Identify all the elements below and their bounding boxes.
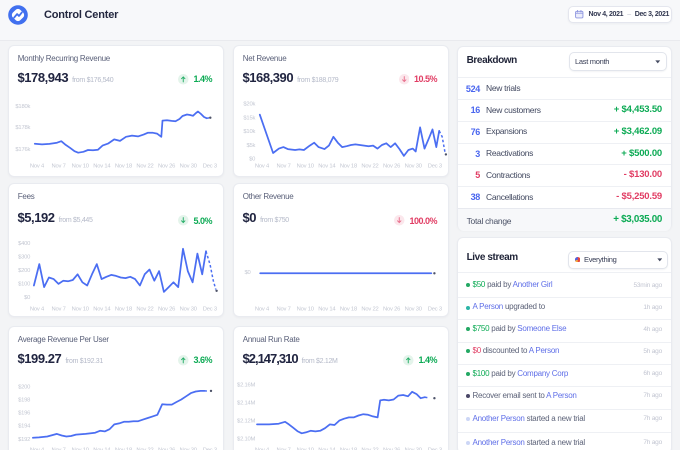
svg-text:Nov 4: Nov 4: [255, 447, 270, 450]
svg-text:Nov 30: Nov 30: [180, 447, 197, 450]
svg-text:Nov 14: Nov 14: [318, 163, 336, 169]
svg-text:$100: $100: [18, 282, 30, 288]
svg-text:Nov 14: Nov 14: [93, 306, 111, 312]
svg-text:Nov 26: Nov 26: [158, 447, 175, 450]
svg-text:Nov 18: Nov 18: [115, 447, 132, 450]
svg-text:Nov 26: Nov 26: [383, 306, 400, 312]
svg-text:Nov 4: Nov 4: [30, 163, 45, 169]
svg-text:$200: $200: [18, 384, 30, 390]
svg-text:Nov 14: Nov 14: [318, 306, 336, 312]
svg-text:Nov 7: Nov 7: [277, 306, 291, 312]
svg-text:Nov 18: Nov 18: [340, 447, 357, 450]
svg-text:$2.16M: $2.16M: [237, 382, 256, 388]
svg-text:$0: $0: [244, 270, 250, 276]
svg-text:$180k: $180k: [15, 104, 30, 110]
svg-text:$178k: $178k: [15, 125, 30, 131]
svg-text:Nov 7: Nov 7: [277, 163, 291, 169]
svg-text:$20k: $20k: [243, 101, 255, 107]
svg-text:Nov 26: Nov 26: [158, 163, 175, 169]
svg-text:$196: $196: [18, 410, 30, 416]
svg-text:Nov 22: Nov 22: [136, 447, 153, 450]
svg-text:Nov 10: Nov 10: [72, 163, 89, 169]
svg-text:$10k: $10k: [243, 129, 255, 135]
svg-text:$198: $198: [18, 397, 30, 403]
svg-text:Nov 18: Nov 18: [115, 306, 132, 312]
svg-text:$2.10M: $2.10M: [237, 436, 256, 442]
svg-text:Nov 22: Nov 22: [361, 447, 378, 450]
svg-text:Nov 30: Nov 30: [405, 163, 422, 169]
svg-text:Dec 3: Dec 3: [203, 306, 217, 312]
svg-text:Dec 3: Dec 3: [428, 163, 442, 169]
svg-text:$2.12M: $2.12M: [237, 418, 256, 424]
svg-text:Nov 30: Nov 30: [180, 306, 197, 312]
svg-text:Nov 22: Nov 22: [136, 163, 153, 169]
svg-text:Nov 14: Nov 14: [93, 447, 111, 450]
svg-text:Nov 22: Nov 22: [361, 306, 378, 312]
svg-text:Nov 18: Nov 18: [340, 306, 357, 312]
svg-text:Nov 10: Nov 10: [72, 447, 89, 450]
svg-text:$400: $400: [18, 241, 30, 247]
svg-text:Nov 10: Nov 10: [297, 163, 314, 169]
svg-text:$192: $192: [18, 436, 30, 442]
svg-text:Nov 4: Nov 4: [30, 447, 45, 450]
svg-text:Nov 14: Nov 14: [318, 447, 336, 450]
svg-text:Nov 26: Nov 26: [383, 447, 400, 450]
svg-text:$2.14M: $2.14M: [237, 400, 256, 406]
svg-text:Nov 7: Nov 7: [52, 306, 66, 312]
svg-text:Nov 30: Nov 30: [180, 163, 197, 169]
svg-text:Nov 14: Nov 14: [93, 163, 111, 169]
svg-text:Nov 4: Nov 4: [255, 163, 270, 169]
svg-text:Nov 30: Nov 30: [405, 306, 422, 312]
svg-text:Dec 3: Dec 3: [203, 163, 217, 169]
svg-text:$176k: $176k: [15, 146, 30, 152]
svg-text:$15k: $15k: [243, 115, 255, 121]
svg-text:$194: $194: [18, 423, 31, 429]
svg-text:$200: $200: [18, 268, 30, 274]
svg-text:Nov 30: Nov 30: [405, 447, 422, 450]
svg-text:Nov 22: Nov 22: [361, 163, 378, 169]
svg-text:Nov 10: Nov 10: [297, 306, 314, 312]
svg-text:Nov 26: Nov 26: [158, 306, 175, 312]
svg-text:$5k: $5k: [246, 142, 255, 148]
svg-text:Nov 10: Nov 10: [297, 447, 314, 450]
svg-text:Nov 26: Nov 26: [383, 163, 400, 169]
svg-text:$0: $0: [24, 295, 30, 301]
svg-text:Nov 7: Nov 7: [52, 447, 66, 450]
svg-text:Nov 4: Nov 4: [30, 306, 45, 312]
svg-text:Nov 7: Nov 7: [277, 447, 291, 450]
svg-text:$300: $300: [18, 255, 30, 261]
svg-text:Dec 3: Dec 3: [203, 447, 217, 450]
svg-text:Nov 7: Nov 7: [52, 163, 66, 169]
svg-text:Nov 10: Nov 10: [72, 306, 89, 312]
svg-text:Dec 3: Dec 3: [428, 447, 442, 450]
svg-text:Dec 3: Dec 3: [428, 306, 442, 312]
svg-text:Nov 4: Nov 4: [255, 306, 270, 312]
svg-text:Nov 22: Nov 22: [136, 306, 153, 312]
svg-text:$0: $0: [249, 156, 255, 162]
svg-text:Nov 18: Nov 18: [340, 163, 357, 169]
svg-text:Nov 18: Nov 18: [115, 163, 132, 169]
